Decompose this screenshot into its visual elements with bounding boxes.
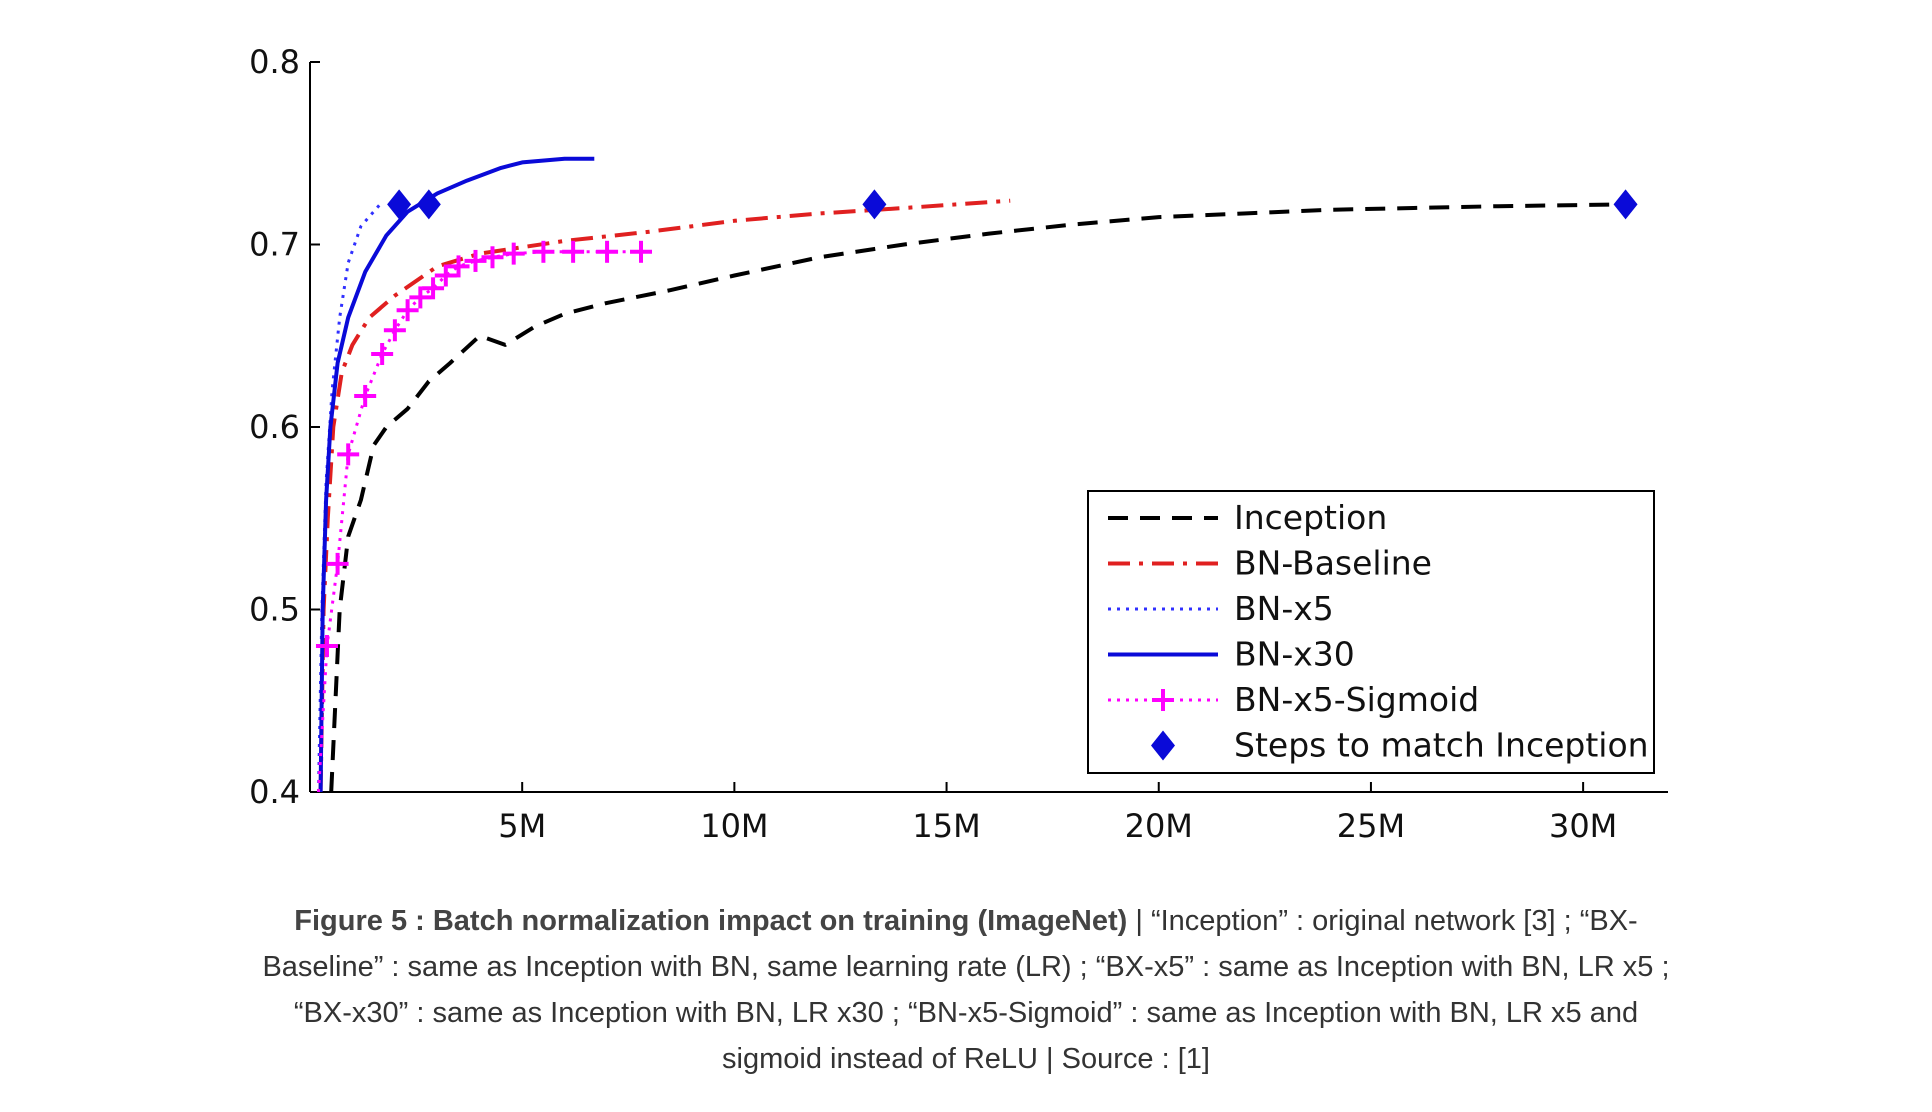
series-point-bn-x5-sigmoid: [596, 240, 619, 263]
legend-item-bn-x5-sigmoid: BN-x5-Sigmoid: [1108, 680, 1479, 719]
series-layer: [315, 156, 1626, 793]
legend-label: BN-x5: [1234, 589, 1334, 628]
legend-label: BN-Baseline: [1234, 544, 1432, 583]
caption-line-4: sigmoid instead of ReLU | Source : [1]: [722, 1043, 1210, 1075]
legend-item-bn-x5: BN-x5: [1108, 589, 1334, 628]
series-point-bn-x5-sigmoid: [337, 443, 360, 466]
series-point-bn-x5-sigmoid: [532, 240, 555, 263]
chart: 0.4 0.5 0.6 0.7 0.8 5M 10M 15M 20M 25M 30M Incepti…: [249, 43, 1668, 845]
y-tick-label: 0.4: [249, 773, 300, 811]
legend: Inception BN-Baseline BN-x5 BN-x30 BN-x5-Sig…: [1087, 490, 1655, 774]
series-point-bn-x5-sigmoid: [409, 286, 432, 309]
series-point-bn-x5-sigmoid: [502, 242, 525, 265]
caption-line-3: “BX-x30” : same as Inception with BN, LR…: [293, 997, 1639, 1029]
legend-box: [1087, 490, 1655, 774]
legend-item-bn-baseline: BN-Baseline: [1108, 544, 1432, 583]
y-tick-label: 0.8: [249, 43, 300, 81]
legend-item-steps-to-match-inception: Steps to match Inception: [1151, 726, 1649, 765]
x-tick-label: 20M: [1125, 807, 1193, 845]
series-point-bn-x5-sigmoid: [326, 552, 349, 575]
series-point-bn-x5-sigmoid: [354, 384, 377, 407]
x-tick-label: 5M: [498, 807, 546, 845]
x-tick-label: 10M: [700, 807, 768, 845]
match-marker: [862, 189, 887, 220]
markers-layer: [387, 189, 1638, 220]
legend-item-bn-x30: BN-x30: [1108, 635, 1355, 674]
x-tick-label: 25M: [1337, 807, 1405, 845]
series-point-bn-x5-sigmoid: [371, 343, 394, 365]
series-line-bn-baseline: [318, 198, 1011, 793]
series-point-bn-x5-sigmoid: [447, 255, 470, 278]
legend-label: BN-x30: [1234, 635, 1355, 674]
y-tick-label: 0.5: [249, 591, 300, 629]
axes: 0.4 0.5 0.6 0.7 0.8 5M 10M 15M 20M 25M 30M: [249, 43, 1668, 845]
legend-swatch-marker: [1152, 689, 1174, 711]
series-point-bn-x5-sigmoid: [315, 635, 338, 657]
legend-label: Steps to match Inception: [1234, 726, 1649, 765]
caption-line-2: Baseline” : same as Inception with BN, s…: [262, 951, 1670, 983]
legend-swatch: [1151, 730, 1175, 761]
series-point-bn-x5-sigmoid: [383, 319, 406, 342]
legend-label: BN-x5-Sigmoid: [1234, 680, 1479, 719]
figure-caption: Figure 5 : Batch normalization impact on…: [200, 898, 1732, 1082]
match-marker: [416, 189, 441, 220]
series-line-bn-x30: [318, 156, 595, 793]
series-line-bn-x5-sigmoid: [317, 250, 641, 793]
match-marker: [387, 189, 412, 220]
legend-label: Inception: [1234, 498, 1387, 537]
series-point-bn-x5-sigmoid: [481, 246, 504, 269]
series-point-bn-x5-sigmoid: [630, 240, 653, 263]
x-tick-label: 30M: [1549, 807, 1617, 845]
series-line-inception: [329, 202, 1626, 793]
y-tick-label: 0.6: [249, 408, 300, 446]
caption-title: Figure 5 : Batch normalization impact on…: [294, 905, 1128, 937]
x-tick-label: 15M: [912, 807, 980, 845]
series-point-bn-x5-sigmoid: [396, 299, 419, 322]
series-point-bn-x5-sigmoid: [562, 240, 585, 263]
series-point-bn-x5-sigmoid: [434, 264, 457, 287]
series-point-bn-x5-sigmoid: [422, 277, 445, 300]
legend-item-inception: Inception: [1108, 498, 1387, 537]
caption-line-1: | “Inception” : original network [3] ; “…: [1127, 905, 1638, 937]
match-marker: [1613, 189, 1638, 220]
y-tick-label: 0.7: [249, 226, 300, 264]
series-point-bn-x5-sigmoid: [464, 249, 487, 272]
